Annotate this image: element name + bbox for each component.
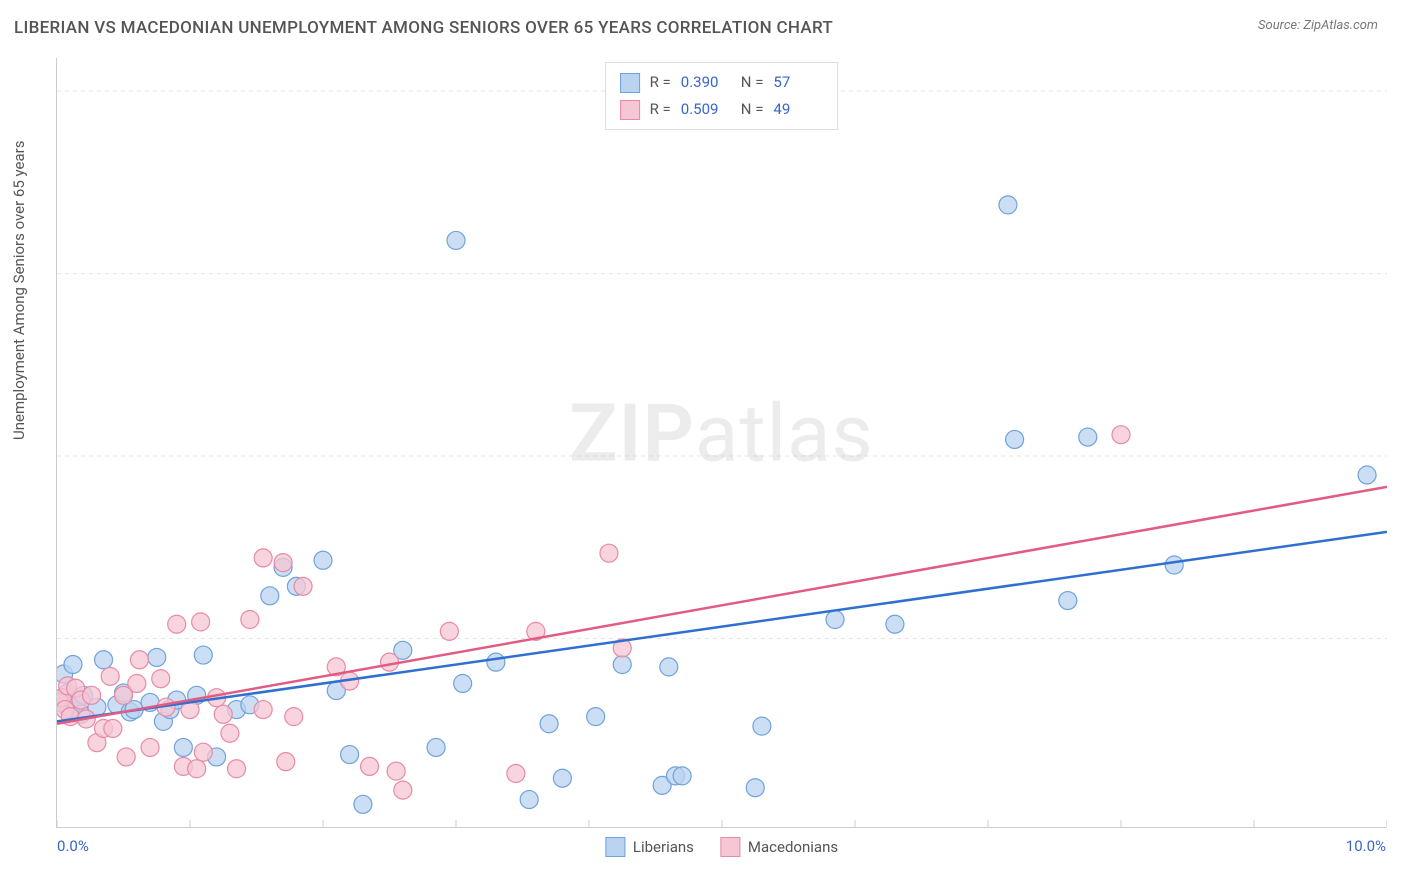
legend-item-macedonians: Macedonians — [720, 837, 838, 857]
stats-row-liberians: R = 0.390 N = 57 — [620, 69, 824, 96]
data-point — [128, 674, 146, 692]
legend-item-liberians: Liberians — [605, 837, 694, 857]
data-point — [361, 757, 379, 775]
legend-label-liberians: Liberians — [633, 838, 694, 856]
data-point — [613, 656, 631, 674]
data-point — [174, 738, 192, 756]
data-point — [520, 791, 538, 809]
data-point — [600, 544, 618, 562]
data-point — [254, 701, 272, 719]
data-point — [285, 708, 303, 726]
data-point — [673, 767, 691, 785]
chart-title: LIBERIAN VS MACEDONIAN UNEMPLOYMENT AMON… — [14, 18, 833, 38]
data-point — [427, 738, 445, 756]
data-point — [117, 748, 135, 766]
y-axis-label: Unemployment Among Seniors over 65 years — [10, 141, 28, 440]
data-point — [587, 708, 605, 726]
r-label-1: R = — [650, 96, 671, 123]
data-point — [440, 622, 458, 640]
data-point — [826, 611, 844, 629]
data-point — [660, 658, 678, 676]
data-point — [394, 781, 412, 799]
data-point — [746, 779, 764, 797]
data-point — [1059, 592, 1077, 610]
data-point — [241, 611, 259, 629]
scatter-svg — [57, 58, 1387, 828]
data-point — [277, 753, 295, 771]
chart-area: ZIPatlas R = 0.390 N = 57 R = 0.509 N = … — [56, 58, 1386, 828]
data-point — [274, 554, 292, 572]
data-point — [254, 549, 272, 567]
data-point — [261, 587, 279, 605]
legend-swatch-macedonians — [720, 837, 740, 857]
data-point — [753, 717, 771, 735]
n-value-1: 49 — [773, 96, 823, 123]
n-label-0: N = — [741, 69, 764, 96]
swatch-liberians — [620, 73, 640, 93]
data-point — [95, 651, 113, 669]
data-point — [507, 765, 525, 783]
source-label: Source: ZipAtlas.com — [1258, 18, 1378, 33]
data-point — [1006, 430, 1024, 448]
data-point — [1112, 426, 1130, 444]
data-point — [214, 705, 232, 723]
data-point — [228, 760, 246, 778]
data-point — [999, 196, 1017, 214]
x-tick-label: 0.0% — [57, 837, 89, 855]
data-point — [447, 231, 465, 249]
plot-region: ZIPatlas R = 0.390 N = 57 R = 0.509 N = … — [56, 58, 1386, 828]
data-point — [188, 760, 206, 778]
data-point — [294, 577, 312, 595]
n-label-1: N = — [741, 96, 764, 123]
data-point — [1358, 466, 1376, 484]
data-point — [192, 613, 210, 631]
data-point — [148, 648, 166, 666]
data-point — [387, 762, 405, 780]
data-point — [886, 615, 904, 633]
stats-legend: R = 0.390 N = 57 R = 0.509 N = 49 — [605, 62, 839, 130]
data-point — [221, 724, 239, 742]
r-label-0: R = — [650, 69, 671, 96]
data-point — [64, 656, 82, 674]
data-point — [152, 670, 170, 688]
data-point — [194, 646, 212, 664]
data-point — [314, 551, 332, 569]
r-value-0: 0.390 — [681, 69, 731, 96]
data-point — [454, 674, 472, 692]
data-point — [83, 686, 101, 704]
data-point — [130, 651, 148, 669]
trend-line — [57, 487, 1387, 724]
data-point — [141, 738, 159, 756]
legend-swatch-liberians — [605, 837, 625, 857]
r-value-1: 0.509 — [681, 96, 731, 123]
x-tick-label: 10.0% — [1346, 837, 1386, 855]
stats-row-macedonians: R = 0.509 N = 49 — [620, 96, 824, 123]
data-point — [540, 715, 558, 733]
n-value-0: 57 — [773, 69, 823, 96]
legend-label-macedonians: Macedonians — [748, 838, 838, 856]
data-point — [194, 743, 212, 761]
data-point — [341, 746, 359, 764]
data-point — [553, 769, 571, 787]
series-legend: Liberians Macedonians — [605, 837, 838, 857]
data-point — [1165, 556, 1183, 574]
data-point — [1079, 428, 1097, 446]
swatch-macedonians — [620, 100, 640, 120]
data-point — [104, 719, 122, 737]
data-point — [354, 795, 372, 813]
data-point — [487, 653, 505, 671]
data-point — [101, 667, 119, 685]
data-point — [168, 615, 186, 633]
